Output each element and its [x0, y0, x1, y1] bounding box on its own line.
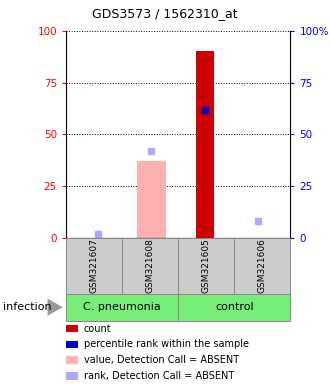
Bar — [66, 356, 78, 364]
Text: control: control — [215, 302, 254, 312]
Bar — [122, 238, 178, 294]
Bar — [66, 294, 178, 321]
Polygon shape — [48, 299, 63, 316]
Text: GSM321607: GSM321607 — [89, 238, 99, 293]
Bar — [137, 161, 166, 238]
Text: C. pneumonia: C. pneumonia — [83, 302, 161, 312]
Text: GSM321606: GSM321606 — [258, 238, 267, 293]
Text: infection: infection — [3, 302, 52, 312]
Bar — [66, 372, 78, 380]
Bar — [196, 51, 214, 238]
Text: GSM321608: GSM321608 — [146, 238, 155, 293]
Bar — [66, 341, 78, 348]
Bar — [178, 294, 290, 321]
Text: GSM321605: GSM321605 — [202, 238, 211, 293]
Text: percentile rank within the sample: percentile rank within the sample — [84, 339, 249, 349]
Text: count: count — [84, 324, 112, 334]
Bar — [178, 238, 234, 294]
Bar — [66, 325, 78, 333]
Bar — [234, 238, 290, 294]
Bar — [66, 238, 122, 294]
Text: value, Detection Call = ABSENT: value, Detection Call = ABSENT — [84, 355, 239, 365]
Text: GDS3573 / 1562310_at: GDS3573 / 1562310_at — [92, 7, 238, 20]
Text: rank, Detection Call = ABSENT: rank, Detection Call = ABSENT — [84, 371, 234, 381]
